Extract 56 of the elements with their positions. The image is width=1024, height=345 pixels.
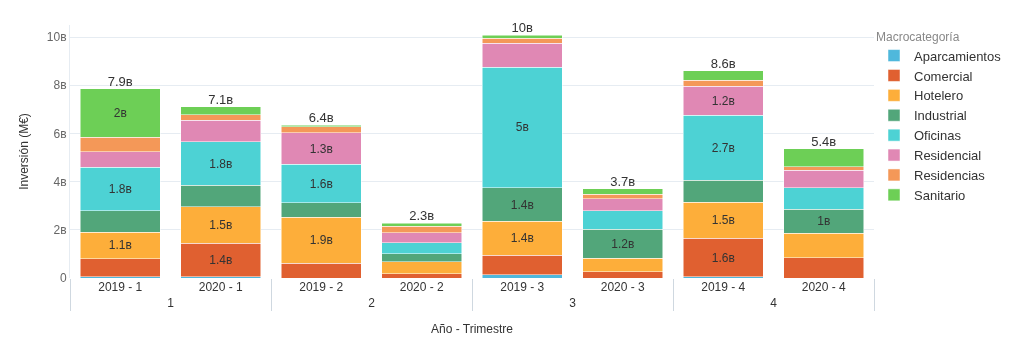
y-tick-label: 8в — [53, 78, 67, 93]
x-tick-label: 2019 - 2 — [299, 280, 344, 294]
data-label: 1в — [817, 214, 831, 229]
data-label: 1.1в — [108, 238, 132, 253]
x-tick-label: 2019 - 4 — [701, 280, 746, 294]
text: 4 — [770, 296, 778, 310]
data-label: 1.4в — [510, 197, 534, 212]
x-tick-label: 2019 - 1 — [98, 280, 143, 294]
legend-label: Oficinas — [914, 128, 962, 144]
legend-label: Residencial — [914, 148, 982, 164]
data-label: 2в — [113, 105, 127, 120]
x-tick-label: 2020 - 1 — [198, 280, 244, 294]
bar — [783, 148, 865, 168]
text: 1 — [167, 296, 175, 310]
data-label: 1.5в — [209, 217, 233, 232]
data-label: 1.6в — [711, 250, 735, 265]
data-label: 1.6в — [309, 176, 333, 191]
y-axis-title: Inversión (M€) — [17, 113, 32, 190]
legend-label: Sanitario — [914, 187, 966, 203]
data-label: 5в — [515, 120, 529, 135]
y-tick-label: 2в — [53, 223, 67, 238]
y-tick-label: 0 — [59, 271, 67, 286]
legend-label: Hotelero — [914, 88, 964, 104]
legend-label: Aparcamientos — [914, 48, 1002, 64]
data-label: 1.8в — [108, 181, 132, 196]
x-tick-label: 2019 - 3 — [500, 280, 545, 294]
total-label: 6.4в — [308, 109, 334, 125]
y-tick-label: 4в — [53, 174, 67, 189]
legend-title: Macrocategoría — [876, 29, 960, 44]
total-label: 10в — [511, 19, 534, 35]
data-label: 1.4в — [209, 252, 233, 267]
total-label: 3.7в — [610, 173, 636, 189]
total-label: 7.9в — [107, 73, 133, 89]
x-tick-label: 2020 - 2 — [399, 280, 445, 294]
legend-label: Comercial — [914, 68, 973, 84]
data-label: 1.2в — [611, 236, 635, 251]
total-label: 5.4в — [811, 133, 837, 149]
data-label: 1.3в — [309, 141, 333, 156]
data-label: 1.8в — [209, 156, 233, 171]
data-label: 1.4в — [510, 231, 534, 246]
x-tick-label: 2020 - 4 — [801, 280, 847, 294]
legend-label: Industrial — [914, 108, 967, 124]
data-label: 1.2в — [711, 93, 735, 108]
text: 3 — [569, 296, 577, 310]
data-label: 2.7в — [711, 140, 735, 155]
total-label: 2.3в — [409, 208, 435, 224]
y-tick-label: 6в — [53, 126, 67, 141]
total-label: 7.1в — [208, 91, 234, 107]
legend-label: Residencias — [914, 168, 986, 184]
text: 2 — [368, 296, 376, 310]
x-axis-title: Año - Trimestre — [430, 321, 514, 336]
total-label: 8.6в — [710, 55, 736, 71]
x-tick-label: 2020 - 3 — [600, 280, 646, 294]
y-tick-label: 10в — [46, 30, 67, 45]
data-label: 1.9в — [309, 233, 333, 248]
data-label: 1.5в — [711, 213, 735, 228]
